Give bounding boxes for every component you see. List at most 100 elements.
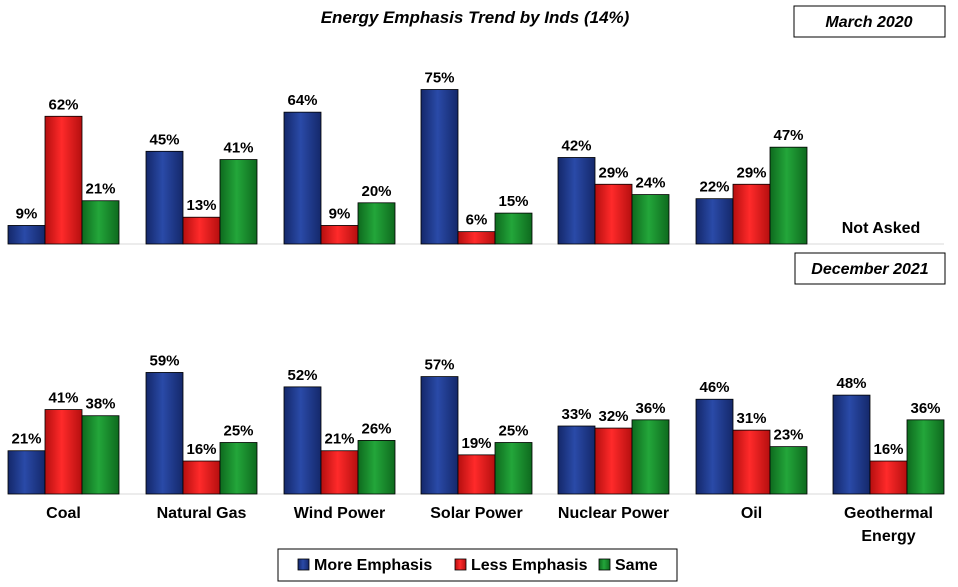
bar-less-emphasis-nuclear-power <box>594 183 633 245</box>
bar-same-solar-power <box>494 442 533 495</box>
bar-more-emphasis-oil <box>695 198 734 245</box>
bar-same-natural-gas <box>219 159 258 245</box>
bar-same-solar-power <box>494 212 533 245</box>
data-label-more-emphasis-nuclear-power: 42% <box>561 137 591 154</box>
data-label-less-emphasis-natural-gas: 16% <box>186 441 216 458</box>
bar-same-geothermal-energy <box>906 419 945 495</box>
bar-less-emphasis-natural-gas <box>182 216 221 245</box>
data-label-more-emphasis-coal: 21% <box>11 431 41 448</box>
data-label-more-emphasis-solar-power: 75% <box>424 70 454 87</box>
bar-more-emphasis-solar-power <box>420 376 459 495</box>
bar-more-emphasis-oil <box>695 398 734 495</box>
category-label-geothermal-energy: Geothermal <box>844 505 933 522</box>
legend-box <box>277 548 678 582</box>
data-label-less-emphasis-nuclear-power: 29% <box>598 164 628 181</box>
bar-same-coal <box>81 200 120 245</box>
category-label-coal: Coal <box>46 505 81 522</box>
data-label-more-emphasis-natural-gas: 59% <box>149 352 179 369</box>
category-label-geothermal-energy: Energy <box>861 528 915 545</box>
bar-same-wind-power <box>357 202 396 245</box>
data-label-less-emphasis-solar-power: 6% <box>466 212 488 229</box>
bar-less-emphasis-oil <box>732 429 771 495</box>
not-asked-note: Not Asked <box>842 220 921 237</box>
data-label-less-emphasis-oil: 29% <box>736 164 766 181</box>
bar-less-emphasis-oil <box>732 183 771 245</box>
data-label-same-wind-power: 26% <box>361 420 391 437</box>
data-label-same-natural-gas: 25% <box>223 423 253 440</box>
legend-label-more-emphasis: More Emphasis <box>314 557 432 574</box>
data-label-same-oil: 23% <box>773 427 803 444</box>
data-label-less-emphasis-natural-gas: 13% <box>186 197 216 214</box>
bar-more-emphasis-nuclear-power <box>557 425 596 495</box>
data-label-same-coal: 38% <box>85 396 115 413</box>
bar-more-emphasis-wind-power <box>283 386 322 495</box>
bar-less-emphasis-wind-power <box>320 450 359 495</box>
category-label-solar-power: Solar Power <box>430 505 522 522</box>
data-label-more-emphasis-solar-power: 57% <box>424 357 454 374</box>
legend-label-same: Same <box>615 557 658 574</box>
data-label-less-emphasis-nuclear-power: 32% <box>598 408 628 425</box>
data-label-same-natural-gas: 41% <box>223 140 253 157</box>
legend-label-less-emphasis: Less Emphasis <box>471 557 588 574</box>
category-label-oil: Oil <box>741 505 762 522</box>
data-label-less-emphasis-solar-power: 19% <box>461 435 491 452</box>
bar-less-emphasis-solar-power <box>457 454 496 495</box>
bar-same-oil <box>769 146 808 245</box>
data-label-less-emphasis-wind-power: 21% <box>324 431 354 448</box>
data-label-same-solar-power: 15% <box>498 193 528 210</box>
bar-same-oil <box>769 446 808 495</box>
data-label-more-emphasis-natural-gas: 45% <box>149 131 179 148</box>
panel-march-2020: March 2020 9% 45% 64% 75% 42% 22% 62% 13% 9% 6% 29… <box>7 5 946 245</box>
bar-more-emphasis-solar-power <box>420 89 459 245</box>
data-label-same-geothermal-energy: 36% <box>910 400 940 417</box>
data-label-same-wind-power: 20% <box>361 183 391 200</box>
bar-more-emphasis-coal <box>7 225 46 245</box>
legend: More Emphasis Less Emphasis Same <box>277 548 678 582</box>
data-label-same-nuclear-power: 24% <box>635 175 665 192</box>
bar-more-emphasis-natural-gas <box>145 150 184 245</box>
category-label-natural-gas: Natural Gas <box>157 505 247 522</box>
legend-swatch-more-emphasis <box>297 558 310 571</box>
data-label-same-solar-power: 25% <box>498 423 528 440</box>
data-label-more-emphasis-wind-power: 52% <box>287 367 317 384</box>
bar-less-emphasis-coal <box>44 409 83 495</box>
category-labels: Coal Natural Gas Wind Power Solar Power Nucl… <box>46 505 933 545</box>
panel-label-december-2021: December 2021 <box>811 261 929 278</box>
data-label-less-emphasis-coal: 41% <box>48 390 78 407</box>
data-label-less-emphasis-coal: 62% <box>48 96 78 113</box>
data-label-same-oil: 47% <box>773 127 803 144</box>
bar-same-natural-gas <box>219 442 258 495</box>
bar-less-emphasis-geothermal-energy <box>869 460 908 495</box>
panel-label-march-2020: March 2020 <box>825 14 912 31</box>
bar-more-emphasis-wind-power <box>283 111 322 245</box>
category-label-wind-power: Wind Power <box>294 505 385 522</box>
bar-more-emphasis-geothermal-energy <box>832 394 871 495</box>
bar-same-nuclear-power <box>631 194 670 245</box>
bars-march-2020: 9% 45% 64% 75% 42% 22% 62% 13% 9% 6% 29% 29% 21% 41% 2… <box>7 70 808 245</box>
data-label-less-emphasis-oil: 31% <box>736 410 766 427</box>
bar-more-emphasis-natural-gas <box>145 372 184 495</box>
legend-swatch-same <box>598 558 611 571</box>
bar-same-coal <box>81 415 120 495</box>
chart-title: Energy Emphasis Trend by Inds (14%) <box>321 8 630 27</box>
data-label-more-emphasis-nuclear-power: 33% <box>561 406 591 423</box>
data-label-more-emphasis-oil: 46% <box>699 379 729 396</box>
bar-less-emphasis-natural-gas <box>182 460 221 495</box>
data-label-less-emphasis-geothermal-energy: 16% <box>873 441 903 458</box>
bar-less-emphasis-nuclear-power <box>594 427 633 495</box>
category-label-nuclear-power: Nuclear Power <box>558 505 669 522</box>
bar-same-nuclear-power <box>631 419 670 495</box>
data-label-less-emphasis-wind-power: 9% <box>329 205 351 222</box>
data-label-more-emphasis-coal: 9% <box>16 205 38 222</box>
bar-more-emphasis-coal <box>7 450 46 495</box>
bar-more-emphasis-nuclear-power <box>557 157 596 245</box>
bars-december-2021: 21% 59% 52% 57% 33% 46% 48% 41% 16% 21% 19% 32% 31% 1… <box>7 352 945 495</box>
data-label-same-coal: 21% <box>85 181 115 198</box>
data-label-more-emphasis-oil: 22% <box>699 179 729 196</box>
data-label-same-nuclear-power: 36% <box>635 400 665 417</box>
panel-label-box <box>794 252 946 285</box>
panel-december-2021: December 2021 21% 59% 52% 57% 33% 46% 48% 41% 16… <box>7 252 946 495</box>
legend-swatch-less-emphasis <box>454 558 467 571</box>
bar-less-emphasis-coal <box>44 115 83 245</box>
